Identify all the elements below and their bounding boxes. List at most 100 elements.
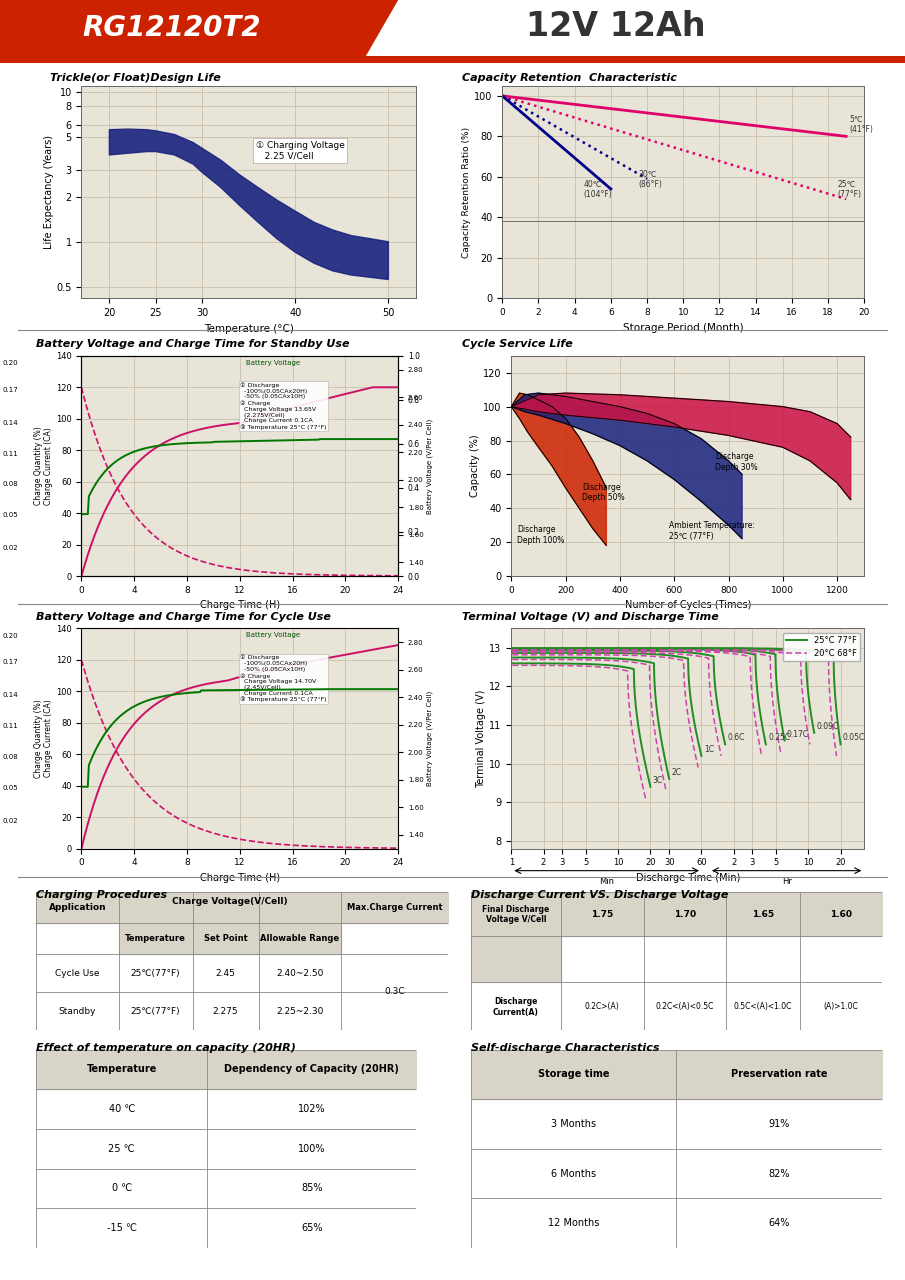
- Text: 0.25C: 0.25C: [768, 733, 790, 742]
- Text: 0.02: 0.02: [3, 818, 18, 824]
- Text: 0.2C<(A)<0.5C: 0.2C<(A)<0.5C: [655, 1002, 714, 1011]
- Text: Trickle(or Float)Design Life: Trickle(or Float)Design Life: [50, 73, 221, 83]
- Text: Allowable Range: Allowable Range: [260, 934, 339, 943]
- Text: 25℃
(77°F): 25℃ (77°F): [837, 179, 862, 200]
- Text: 25℃(77°F): 25℃(77°F): [131, 1006, 180, 1015]
- X-axis label: Temperature (°C): Temperature (°C): [204, 324, 294, 334]
- Text: 0.2C>(A): 0.2C>(A): [585, 1002, 620, 1011]
- Text: 1.65: 1.65: [752, 910, 774, 919]
- Text: 0.20: 0.20: [3, 360, 18, 366]
- Text: 6 Months: 6 Months: [551, 1169, 596, 1179]
- Text: 1.75: 1.75: [591, 910, 614, 919]
- Y-axis label: Charge Quantity (%)
Charge Current (CA): Charge Quantity (%) Charge Current (CA): [33, 426, 53, 506]
- Text: Battery Voltage: Battery Voltage: [246, 360, 300, 366]
- Text: 0.11: 0.11: [3, 723, 18, 730]
- Text: 2.45: 2.45: [215, 969, 235, 978]
- Text: 2.25~2.30: 2.25~2.30: [276, 1006, 323, 1015]
- Text: Battery Voltage: Battery Voltage: [246, 632, 300, 639]
- Polygon shape: [511, 393, 606, 545]
- Text: Effect of temperature on capacity (20HR): Effect of temperature on capacity (20HR): [36, 1043, 296, 1053]
- Text: 0.5C<(A)<1.0C: 0.5C<(A)<1.0C: [734, 1002, 792, 1011]
- Text: (A)>1.0C: (A)>1.0C: [824, 1002, 859, 1011]
- Text: 30℃
(86°F): 30℃ (86°F): [638, 169, 662, 189]
- Text: Final Discharge
Voltage V/Cell: Final Discharge Voltage V/Cell: [482, 905, 549, 924]
- Text: Capacity Retention  Characteristic: Capacity Retention Characteristic: [462, 73, 676, 83]
- Text: 100%: 100%: [298, 1144, 326, 1153]
- X-axis label: Charge Time (H): Charge Time (H): [200, 600, 280, 611]
- Y-axis label: Charge Quantity (%)
Charge Current (CA): Charge Quantity (%) Charge Current (CA): [33, 699, 53, 778]
- Text: Temperature: Temperature: [87, 1065, 157, 1074]
- Text: 0.6C: 0.6C: [728, 733, 745, 742]
- Text: Storage time: Storage time: [538, 1069, 609, 1079]
- Text: 40 ℃: 40 ℃: [109, 1105, 135, 1114]
- Text: Min: Min: [599, 877, 614, 886]
- Text: 0.05C: 0.05C: [843, 733, 865, 742]
- Text: RG12120T2: RG12120T2: [82, 14, 262, 41]
- X-axis label: Charge Time (H): Charge Time (H): [200, 873, 280, 883]
- Text: 0.14: 0.14: [3, 692, 18, 699]
- Polygon shape: [0, 56, 905, 63]
- Text: 3 Months: 3 Months: [551, 1119, 596, 1129]
- Text: Hr: Hr: [782, 877, 792, 886]
- Text: 3C: 3C: [653, 776, 662, 785]
- Text: Cycle Service Life: Cycle Service Life: [462, 339, 572, 349]
- Polygon shape: [0, 0, 398, 63]
- Text: Battery Voltage and Charge Time for Cycle Use: Battery Voltage and Charge Time for Cycl…: [36, 612, 331, 622]
- Polygon shape: [511, 393, 742, 539]
- Text: 2.275: 2.275: [213, 1006, 238, 1015]
- Text: 65%: 65%: [301, 1224, 322, 1233]
- Text: 0.14: 0.14: [3, 420, 18, 426]
- Polygon shape: [110, 129, 388, 279]
- Text: 25 ℃: 25 ℃: [109, 1144, 135, 1153]
- Text: 64%: 64%: [768, 1219, 790, 1229]
- Y-axis label: Life Expectancy (Years): Life Expectancy (Years): [43, 134, 53, 250]
- Text: 2C: 2C: [672, 768, 681, 777]
- Text: Charging Procedures: Charging Procedures: [36, 890, 167, 900]
- Text: Terminal Voltage (V) and Discharge Time: Terminal Voltage (V) and Discharge Time: [462, 612, 719, 622]
- Text: Discharge
Depth 100%: Discharge Depth 100%: [517, 525, 564, 544]
- Text: 0.11: 0.11: [3, 451, 18, 457]
- Text: Discharge
Depth 30%: Discharge Depth 30%: [715, 452, 757, 472]
- Text: ① Charging Voltage
   2.25 V/Cell: ① Charging Voltage 2.25 V/Cell: [255, 141, 345, 160]
- Y-axis label: Terminal Voltage (V): Terminal Voltage (V): [476, 690, 487, 787]
- Text: 2.40~2.50: 2.40~2.50: [276, 969, 323, 978]
- Text: 0.17C: 0.17C: [787, 730, 809, 739]
- Text: Preservation rate: Preservation rate: [731, 1069, 828, 1079]
- Text: 85%: 85%: [301, 1184, 322, 1193]
- X-axis label: Number of Cycles (Times): Number of Cycles (Times): [624, 600, 751, 611]
- Text: 0.17: 0.17: [3, 659, 18, 666]
- Y-axis label: Battery Voltage (V/Per Cell): Battery Voltage (V/Per Cell): [426, 419, 433, 513]
- Text: 91%: 91%: [768, 1119, 790, 1129]
- Text: Standby: Standby: [59, 1006, 96, 1015]
- Text: 1C: 1C: [704, 745, 714, 754]
- Y-axis label: Battery Voltage (V/Per Cell): Battery Voltage (V/Per Cell): [426, 691, 433, 786]
- Text: 0.05: 0.05: [3, 785, 18, 791]
- Text: 0.08: 0.08: [3, 754, 18, 760]
- Text: 102%: 102%: [298, 1105, 326, 1114]
- Text: 0.02: 0.02: [3, 545, 18, 552]
- Text: Cycle Use: Cycle Use: [55, 969, 100, 978]
- Text: Application: Application: [49, 902, 106, 911]
- Text: Discharge
Current(A): Discharge Current(A): [493, 997, 538, 1016]
- Y-axis label: Capacity (%): Capacity (%): [471, 435, 481, 497]
- Text: 82%: 82%: [768, 1169, 790, 1179]
- Text: 0.17: 0.17: [3, 387, 18, 393]
- Text: 1.60: 1.60: [830, 910, 853, 919]
- Text: Self-discharge Characteristics: Self-discharge Characteristics: [471, 1043, 659, 1053]
- Text: Charge Voltage(V/Cell): Charge Voltage(V/Cell): [172, 897, 288, 906]
- Text: 0.05: 0.05: [3, 512, 18, 518]
- Text: Set Point: Set Point: [204, 934, 247, 943]
- Text: 0 ℃: 0 ℃: [111, 1184, 132, 1193]
- Text: 40℃
(104°F): 40℃ (104°F): [584, 179, 613, 200]
- Text: Battery Voltage and Charge Time for Standby Use: Battery Voltage and Charge Time for Stan…: [36, 339, 349, 349]
- Text: Discharge Current VS. Discharge Voltage: Discharge Current VS. Discharge Voltage: [471, 890, 728, 900]
- Text: 25℃(77°F): 25℃(77°F): [131, 969, 180, 978]
- Text: 12 Months: 12 Months: [548, 1219, 599, 1229]
- Text: Discharge
Depth 50%: Discharge Depth 50%: [582, 483, 624, 502]
- Text: 0.08: 0.08: [3, 481, 18, 488]
- Legend: 25°C 77°F, 20°C 68°F: 25°C 77°F, 20°C 68°F: [783, 632, 860, 662]
- Text: ① Discharge
  -100%(0.05CAx20H)
  -50% (0.05CAx10H)
② Charge
  Charge Voltage 14: ① Discharge -100%(0.05CAx20H) -50% (0.05…: [240, 655, 327, 703]
- Text: -15 ℃: -15 ℃: [107, 1224, 137, 1233]
- Text: Ambient Temperature:
25℃ (77°F): Ambient Temperature: 25℃ (77°F): [669, 521, 755, 540]
- Text: Temperature: Temperature: [125, 934, 186, 943]
